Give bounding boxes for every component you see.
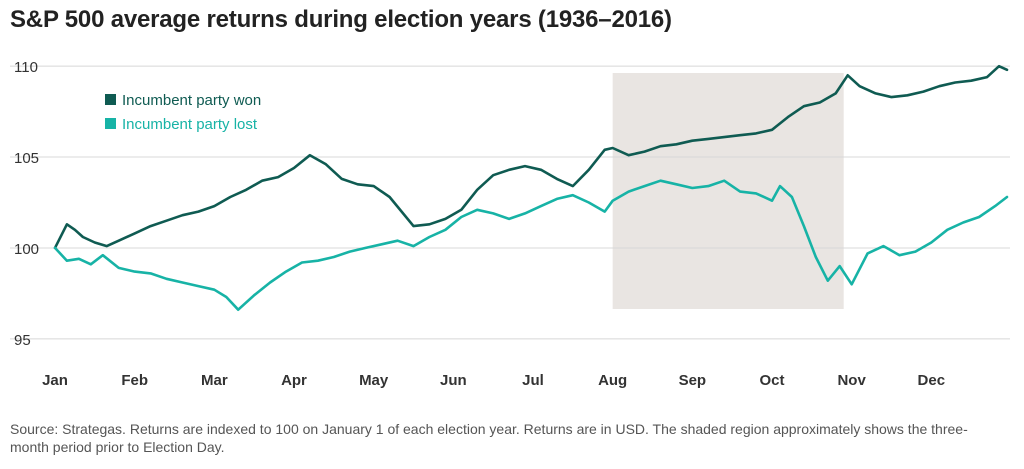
legend: Incumbent party won Incumbent party lost: [105, 92, 261, 133]
chart-title: S&P 500 average returns during election …: [10, 6, 672, 33]
shaded-region-layer: [612, 73, 844, 309]
source-note: Source: Strategas. Returns are indexed t…: [10, 421, 968, 455]
legend-label: Incumbent party lost: [122, 116, 258, 133]
x-tick-label: Jul: [522, 372, 544, 389]
legend-swatch: [105, 118, 116, 129]
x-tick-label: Mar: [201, 372, 228, 389]
x-tick-layer: Jan Feb Mar Apr May Jun Jul Aug Sep Oct Nov Dec: [42, 372, 945, 389]
x-tick-label: Sep: [679, 372, 707, 389]
y-tick-label: 100: [14, 241, 39, 258]
x-tick-label: May: [359, 372, 389, 389]
legend-label: Incumbent party won: [122, 92, 261, 109]
series-layer: [53, 64, 1009, 311]
x-tick-label: Jun: [440, 372, 467, 389]
y-tick-label: 105: [14, 150, 39, 167]
x-tick-label: Oct: [759, 372, 784, 389]
x-tick-label: Jan: [42, 372, 68, 389]
y-tick-layer: 95 100 105 110: [14, 59, 39, 349]
series-line-incumbent-won: [53, 64, 1009, 250]
shaded-region: [612, 73, 844, 309]
legend-swatch: [105, 94, 116, 105]
x-tick-label: Aug: [598, 372, 627, 389]
line-chart: 95 100 105 110 Jan Feb Mar Apr May Jun Jul Aug Sep O…: [10, 59, 1010, 389]
x-tick-label: Dec: [918, 372, 946, 389]
x-tick-label: Feb: [121, 372, 148, 389]
series-line-incumbent-lost: [53, 179, 1009, 311]
x-tick-label: Apr: [281, 372, 307, 389]
y-tick-label: 110: [14, 59, 38, 76]
x-tick-label: Nov: [837, 372, 866, 389]
gridline-layer: [10, 65, 1010, 340]
y-tick-label: 95: [14, 332, 31, 349]
